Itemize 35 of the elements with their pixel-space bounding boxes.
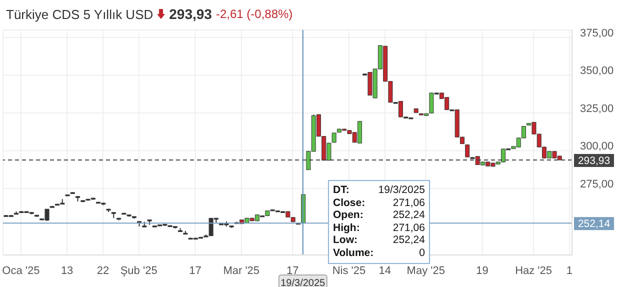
x-tick-label: 14 [378,265,392,277]
annotation: 271,06 [392,222,425,234]
x-tick-label: Oca '25 [2,265,40,277]
x-tick-label: 17 [286,265,299,277]
annotation: Volume: [333,246,374,260]
annotation: Open: [333,209,364,222]
x-tick-label: Haz '25 [515,265,552,277]
annotation: 252,24 [392,209,425,222]
annotation: High: [333,222,360,234]
y-tick-label: 275,00 [580,178,614,190]
y-tick-label: 375,00 [580,27,614,40]
y-tick-label: 325,00 [580,102,614,115]
annotation: DT: [333,184,350,197]
x-tick-label: Şub '25 [120,265,158,277]
x-tick-label: Mar '25 [223,265,260,277]
y-tick-label: 350,00 [580,65,614,78]
annotation: 0 [419,246,425,260]
x-tick-label: May '25 [406,265,445,277]
ref-line-label: 252,14 [578,218,610,230]
text: -2,61 (-0,88%) [216,7,293,21]
chart-title: Türkiye CDS 5 Yıllık USD [6,6,154,22]
chart-subtitle: 293,93 [169,6,212,22]
ref-line-label: 293,93 [578,154,610,167]
annotation: 271,06 [392,196,425,210]
annotation: 19/3/2025 [378,184,425,197]
annotation: 252,24 [392,234,425,247]
x-tick-label: 22 [96,265,110,277]
x-tick-label: 13 [60,265,74,277]
annotation: Low: [333,234,358,247]
x-tick-label: 17 [189,265,202,277]
x-tick-label: 19 [476,265,488,277]
y-tick-label: 300,00 [580,140,614,153]
x-tick-label: Nis '25 [332,265,366,277]
annotation: Close: [333,196,366,210]
x-tick-label: 1 [566,265,572,277]
